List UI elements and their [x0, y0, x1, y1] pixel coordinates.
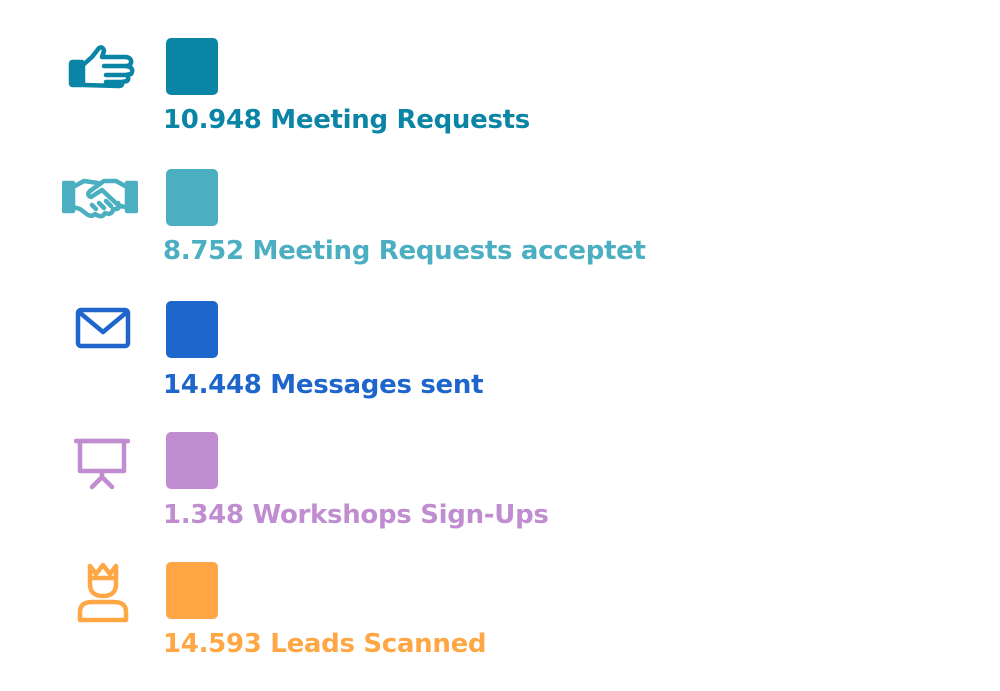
- stat-label: 8.752 Meeting Requests acceptet: [163, 238, 646, 264]
- pointing-hand-icon: [68, 45, 135, 89]
- presentation-board-icon: [74, 438, 130, 490]
- stat-value: 10.948: [163, 105, 262, 135]
- stat-value: 8.752: [163, 236, 244, 266]
- stat-caption: Workshops Sign-Ups: [252, 500, 549, 530]
- person-crown-icon: [77, 562, 129, 623]
- stat-label: 14.448 Messages sent: [163, 370, 484, 400]
- color-swatch: [166, 38, 218, 95]
- stat-value: 14.448: [163, 370, 262, 400]
- color-swatch: [166, 562, 218, 619]
- stat-caption: Meeting Requests: [270, 105, 530, 135]
- color-swatch: [166, 432, 218, 489]
- stat-value: 1.348: [163, 500, 244, 530]
- stat-label: 1.348 Workshops Sign-Ups: [163, 502, 549, 528]
- color-swatch: [166, 169, 218, 226]
- stat-caption: Leads Scanned: [270, 629, 487, 659]
- envelope-icon: [75, 307, 131, 349]
- stat-label: 10.948 Meeting Requests: [163, 107, 530, 133]
- stat-caption: Meeting Requests acceptet: [252, 236, 646, 266]
- color-swatch: [166, 301, 218, 358]
- stat-value: 14.593: [163, 629, 262, 659]
- handshake-icon: [62, 178, 138, 219]
- stat-caption: Messages sent: [270, 370, 484, 400]
- stat-label: 14.593 Leads Scanned: [163, 629, 487, 659]
